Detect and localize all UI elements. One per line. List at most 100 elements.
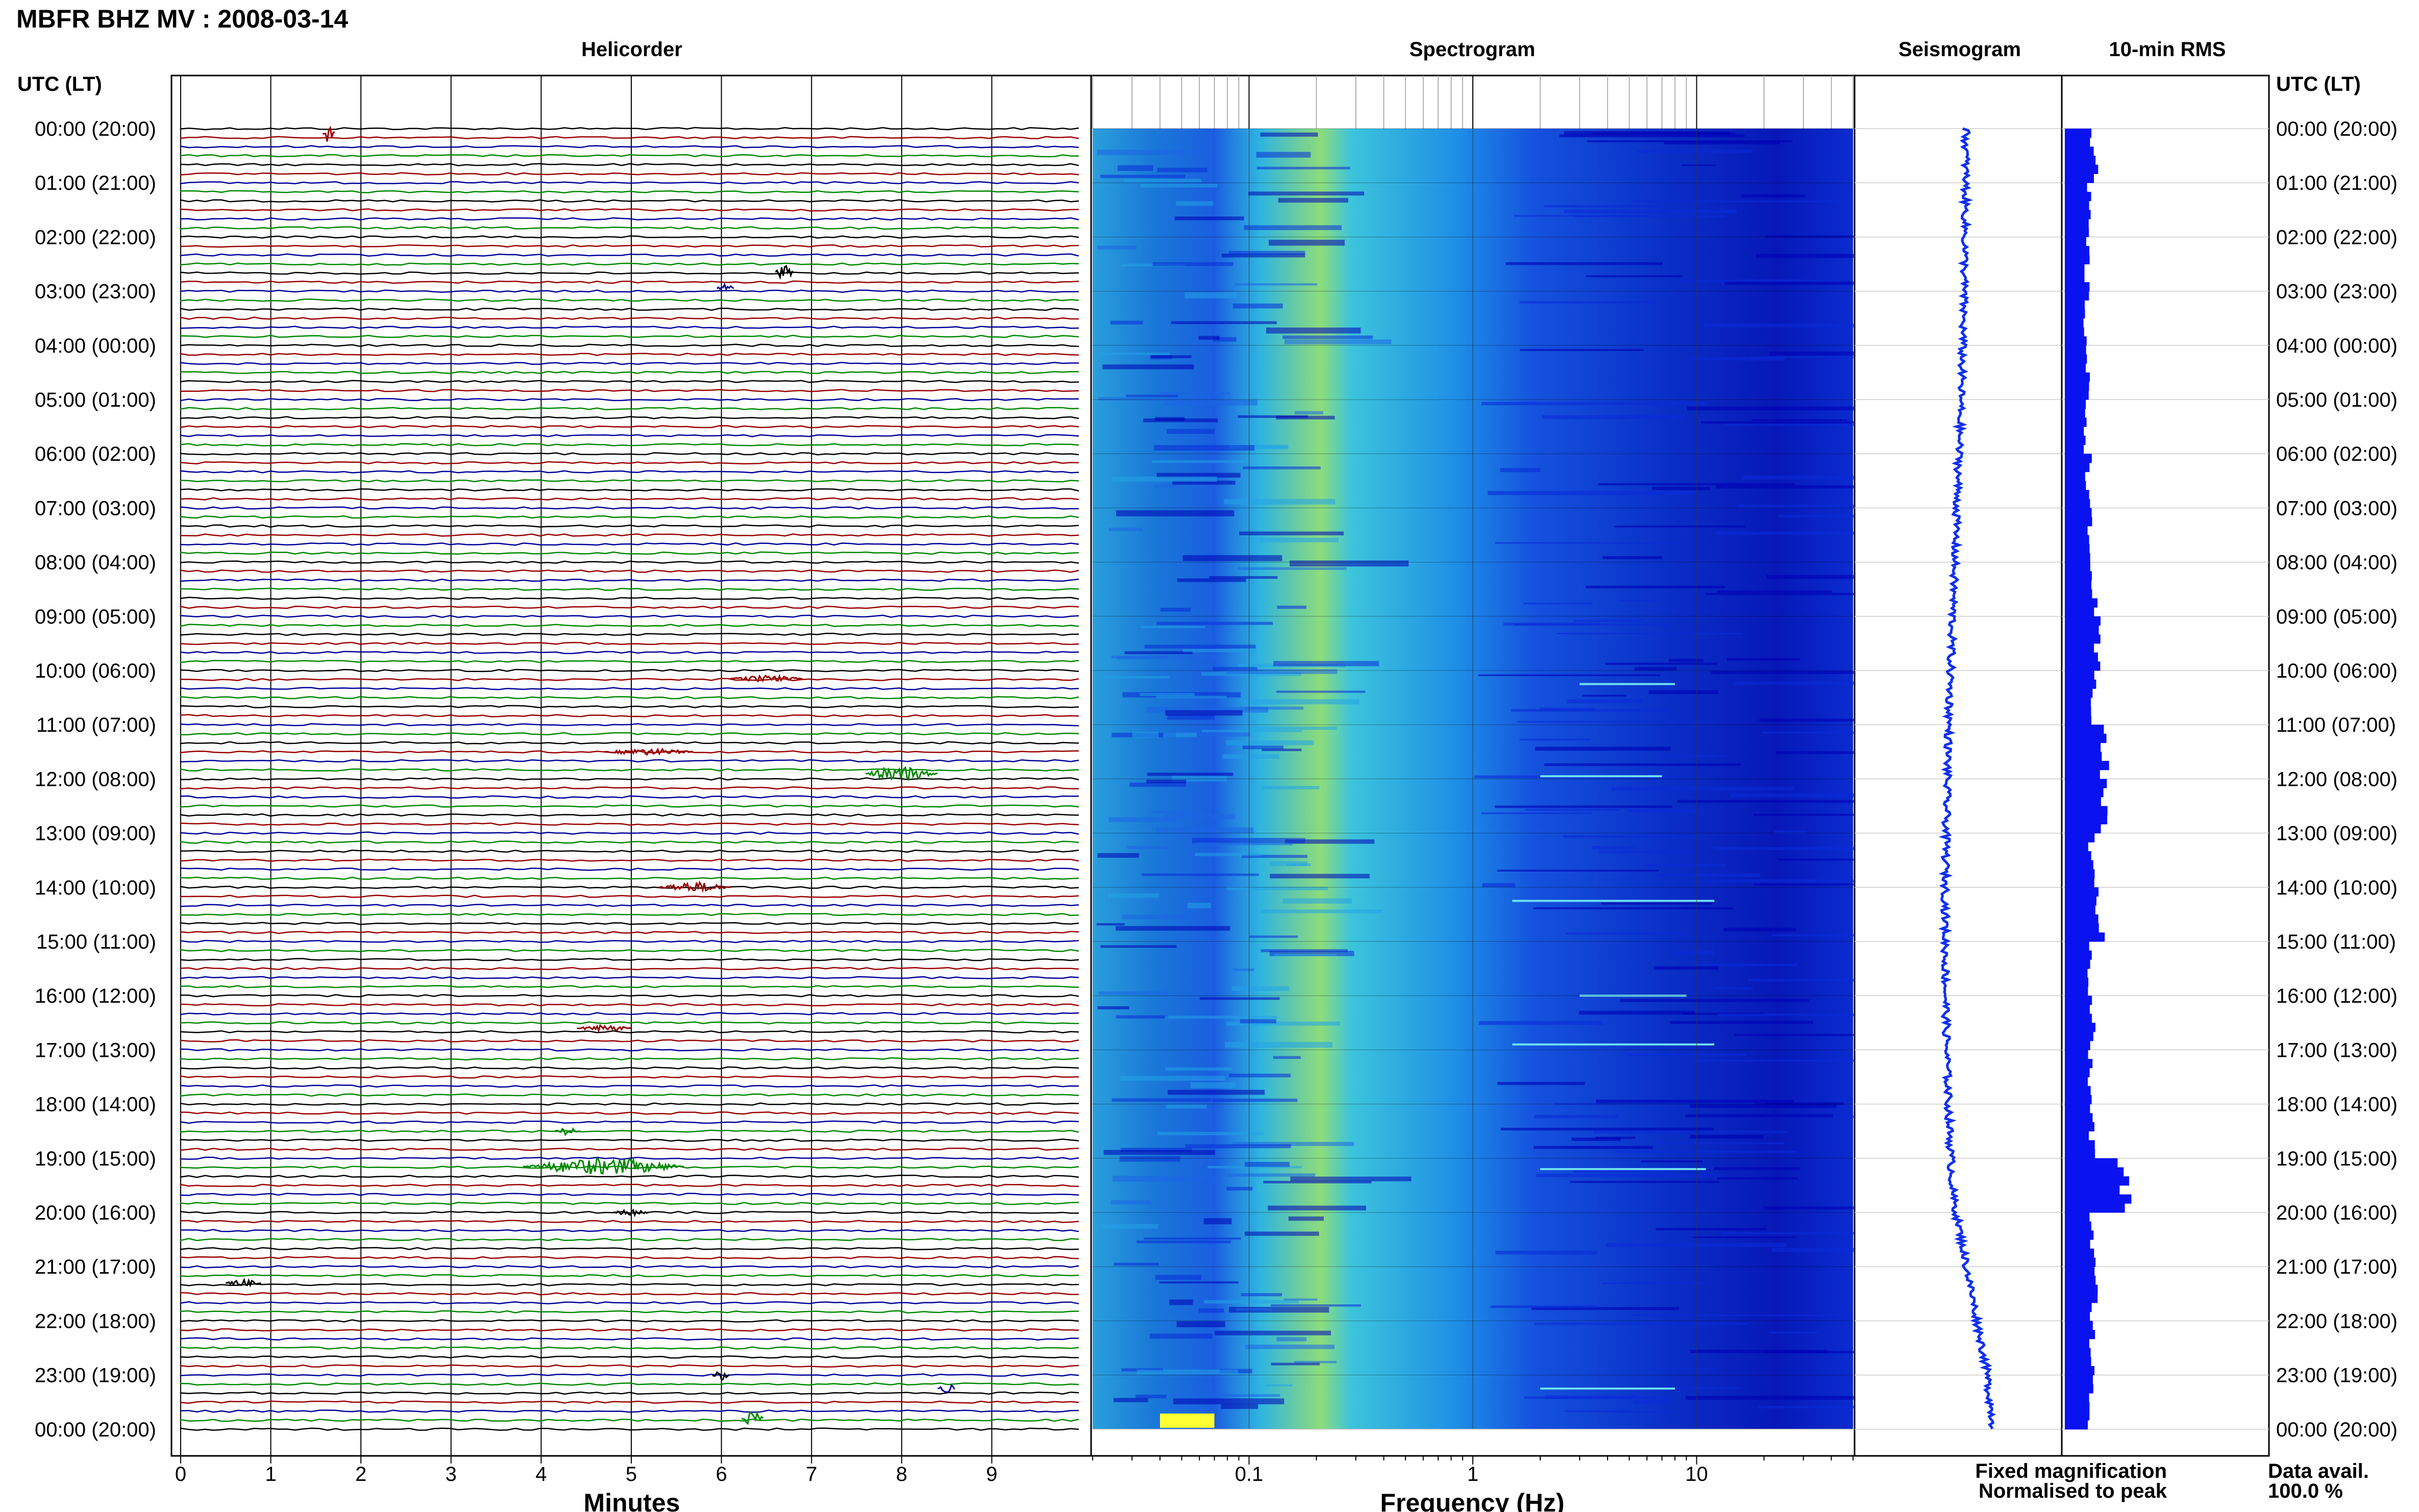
rms-bar — [2065, 535, 2089, 544]
rms-bar — [2065, 661, 2101, 671]
rms-bar — [2065, 417, 2087, 427]
helicorder-trace — [180, 687, 1079, 690]
spectrogram-band — [1285, 839, 1375, 844]
rms-bar — [2065, 788, 2104, 798]
helicorder-trace — [180, 217, 1079, 221]
spectrogram-band — [1245, 1161, 1290, 1167]
rms-bar — [2065, 1402, 2090, 1411]
legend-normalised: Normalised to peak — [1979, 1480, 2167, 1502]
spectrogram-band — [1110, 320, 1143, 325]
spectrogram-band — [1144, 1237, 1241, 1240]
rms-bar — [2065, 1077, 2088, 1086]
rms-bar — [2065, 986, 2088, 996]
spectrogram-band — [1159, 1281, 1239, 1284]
rms-bar — [2065, 427, 2084, 436]
minute-tick-label: 8 — [896, 1463, 907, 1485]
helicorder-event — [716, 282, 734, 291]
helicorder-trace — [180, 299, 1079, 302]
spectrogram-band — [1221, 1404, 1258, 1409]
helicorder-trace — [180, 804, 1079, 808]
helicorder-trace — [180, 768, 1079, 772]
spectrogram-band — [1233, 969, 1254, 971]
spectrogram-band — [1241, 699, 1360, 705]
rms-bar — [2065, 1113, 2093, 1123]
rms-bar — [2065, 1086, 2091, 1096]
rms-bar — [2065, 905, 2095, 915]
helicorder-trace — [180, 714, 1079, 717]
helicorder-trace — [180, 1057, 1079, 1061]
spectrogram-band — [1653, 966, 1719, 970]
helicorder-traces — [180, 127, 1079, 1431]
spectrogram-band — [1176, 201, 1214, 206]
helicorder-trace — [180, 1066, 1079, 1070]
rms-bar — [2065, 462, 2090, 473]
spectrogram-band — [1120, 1148, 1192, 1152]
spectrogram-band — [1116, 1015, 1169, 1019]
rms-bar — [2065, 1221, 2091, 1231]
time-label-right: 16:00 (12:00) — [2276, 985, 2398, 1007]
rms-bar — [2065, 1203, 2125, 1213]
spectrogram-band — [1146, 779, 1187, 783]
spectrogram-band — [1116, 510, 1235, 516]
helicorder-trace — [180, 434, 1079, 438]
helicorder-trace — [180, 994, 1079, 998]
spectrogram-band — [1232, 303, 1283, 309]
time-label-left: 16:00 (12:00) — [35, 985, 156, 1007]
rms-bar — [2065, 562, 2090, 572]
helicorder-trace — [180, 1102, 1079, 1106]
rms-bar — [2065, 571, 2092, 581]
helicorder-trace — [180, 1003, 1079, 1007]
spectrogram-band — [1188, 903, 1211, 908]
helicorder-trace — [180, 1346, 1079, 1350]
helicorder-trace — [180, 632, 1079, 636]
rms-bar — [2065, 1284, 2098, 1294]
time-label-right: 00:00 (20:00) — [2276, 118, 2398, 140]
spectrogram-band — [1724, 424, 1953, 426]
helicorder-events — [226, 126, 955, 1425]
spectrogram-band — [1751, 419, 1847, 422]
spectrogram-band — [1714, 847, 1907, 850]
helicorder-trace — [180, 1120, 1079, 1124]
rms-bar — [2065, 1248, 2094, 1258]
spectrogram-band — [1710, 671, 1870, 674]
helicorder-trace — [180, 452, 1079, 456]
spectrogram-band — [1227, 886, 1328, 890]
rms-bar — [2065, 228, 2089, 237]
spectrogram-band — [1488, 491, 1695, 495]
helicorder-trace — [180, 705, 1079, 709]
helicorder-event — [523, 1157, 684, 1175]
helicorder-trace — [180, 678, 1079, 681]
rms-bar — [2065, 354, 2087, 364]
spectrogram-band — [1108, 817, 1176, 823]
time-label-left: 22:00 (18:00) — [35, 1310, 156, 1332]
helicorder-trace — [180, 949, 1079, 952]
spectrogram-band — [1103, 676, 1170, 679]
spectrogram-band — [1240, 1019, 1276, 1024]
time-label-right: 23:00 (19:00) — [2276, 1365, 2398, 1387]
spectrogram-peak-patch — [1160, 1414, 1215, 1428]
spectrogram-band — [1112, 1098, 1212, 1102]
helicorder-trace — [180, 1427, 1079, 1431]
spectrogram-band — [1215, 1330, 1331, 1335]
helicorder-trace — [180, 1012, 1079, 1015]
time-label-right: 13:00 (09:00) — [2276, 823, 2398, 845]
helicorder-trace — [180, 1129, 1079, 1133]
time-label-right: 09:00 (05:00) — [2276, 606, 2398, 628]
spectrogram-band — [1724, 281, 1882, 285]
rms-bar — [2065, 444, 2084, 454]
helicorder-trace — [180, 361, 1079, 365]
spectrogram-band — [1519, 738, 1591, 741]
time-label-right: 03:00 (23:00) — [2276, 281, 2398, 303]
rms-bar — [2065, 878, 2094, 888]
spectrogram-band — [1185, 1144, 1291, 1149]
helicorder-trace — [180, 1391, 1079, 1395]
rms-bar — [2065, 1032, 2093, 1042]
spectrogram-band — [1690, 1350, 1828, 1353]
rms-bar — [2065, 1212, 2090, 1222]
helicorder-trace — [180, 668, 1079, 673]
rms-bar — [2065, 1158, 2118, 1168]
helicorder-trace — [180, 1247, 1079, 1251]
spectrogram-grid — [1092, 76, 1854, 1430]
frequency-tick-label: 1 — [1467, 1463, 1478, 1485]
rms-bar — [2065, 1230, 2094, 1240]
